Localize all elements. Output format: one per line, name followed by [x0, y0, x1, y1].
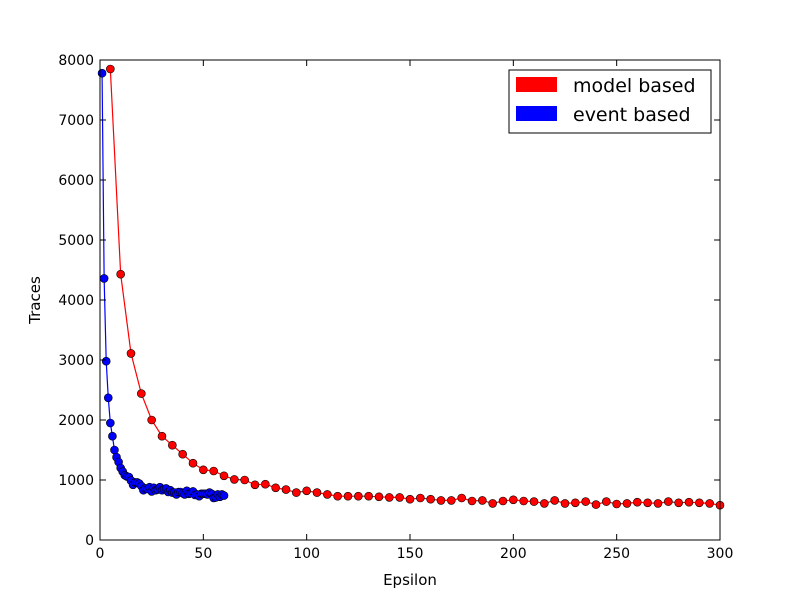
data-point-model-based — [199, 465, 208, 475]
x-tick-label: 50 — [194, 546, 212, 562]
y-tick-label: 4000 — [58, 293, 94, 309]
data-point-event-based — [108, 431, 117, 441]
data-point-model-based — [281, 485, 291, 494]
data-point-model-based — [540, 499, 549, 508]
y-tick-label: 6000 — [58, 173, 94, 189]
data-point-model-based — [137, 389, 146, 398]
y-tick-label: 8000 — [58, 53, 94, 69]
data-point-model-based — [622, 499, 632, 508]
data-point-model-based — [509, 495, 518, 505]
data-point-model-based — [498, 496, 508, 506]
data-point-model-based — [478, 496, 487, 505]
data-point-model-based — [488, 499, 497, 508]
legend-swatch-model-based — [516, 77, 557, 92]
data-point-model-based — [633, 497, 642, 507]
data-point-model-based — [168, 440, 177, 450]
data-point-model-based — [374, 492, 384, 502]
data-point-event-based — [103, 393, 113, 403]
data-point-model-based — [147, 415, 156, 425]
data-point-model-based — [571, 498, 580, 508]
x-tick-label: 150 — [397, 546, 424, 562]
data-point-model-based — [436, 496, 446, 505]
data-point-model-based — [385, 493, 394, 502]
x-tick-label: 100 — [293, 546, 320, 562]
data-point-model-based — [591, 500, 601, 509]
data-point-model-based — [116, 269, 125, 279]
legend-label-event-based: event based — [573, 104, 691, 126]
data-point-model-based — [405, 494, 415, 504]
data-point-model-based — [643, 498, 652, 508]
data-point-model-based — [354, 491, 363, 501]
axis-ticks: 0 50 100 150 200 250 3000100020003000400050006… — [58, 53, 733, 562]
data-point-model-based — [695, 498, 704, 508]
data-point-model-based — [457, 493, 466, 503]
data-point-model-based — [602, 497, 611, 506]
data-point-model-based — [447, 496, 456, 505]
data-point-event-based — [110, 445, 119, 455]
y-tick-label: 0 — [85, 533, 94, 549]
data-point-model-based — [364, 491, 373, 501]
data-point-model-based — [250, 480, 260, 490]
data-point-model-based — [560, 499, 570, 508]
y-axis-label: Traces — [26, 276, 44, 325]
x-tick-label: 200 — [500, 546, 527, 562]
data-point-model-based — [292, 488, 301, 497]
y-tick-label: 7000 — [58, 113, 94, 129]
data-point-model-based — [240, 475, 249, 485]
x-axis-label: Epsilon — [383, 571, 437, 589]
x-tick-label: 300 — [707, 546, 734, 562]
data-point-model-based — [664, 497, 673, 506]
data-point-model-based — [519, 496, 528, 506]
y-tick-label: 3000 — [58, 353, 94, 369]
y-tick-label: 5000 — [58, 233, 94, 249]
data-point-event-based — [101, 356, 111, 366]
legend: model based event based — [508, 69, 712, 134]
axes-frame — [99, 59, 721, 541]
data-point-model-based — [395, 493, 404, 502]
data-point-model-based — [612, 499, 621, 509]
data-point-model-based — [271, 483, 280, 493]
data-point-model-based — [343, 491, 353, 501]
data-point-model-based — [684, 497, 694, 507]
data-point-model-based — [674, 498, 683, 508]
data-point-model-based — [426, 494, 435, 504]
data-point-event-based — [106, 418, 115, 428]
data-point-model-based — [126, 349, 136, 358]
data-point-model-based — [106, 64, 115, 74]
data-point-model-based — [188, 458, 198, 468]
data-point-model-based — [416, 493, 425, 503]
x-tick-label: 250 — [603, 546, 630, 562]
data-point-model-based — [705, 499, 714, 508]
plot-area — [97, 64, 725, 510]
y-tick-label: 1000 — [58, 473, 94, 489]
data-point-model-based — [653, 499, 663, 508]
data-point-event-based — [97, 68, 107, 78]
data-point-event-based — [219, 491, 229, 500]
data-point-model-based — [581, 497, 590, 506]
x-tick-label: 0 — [96, 546, 105, 562]
data-point-event-based — [99, 274, 109, 283]
data-point-model-based — [209, 466, 218, 476]
data-point-model-based — [323, 490, 332, 499]
data-point-model-based — [312, 488, 322, 497]
data-point-model-based — [178, 449, 187, 459]
data-point-model-based — [157, 431, 167, 441]
data-point-model-based — [302, 486, 311, 496]
data-point-model-based — [467, 496, 477, 506]
data-point-model-based — [529, 497, 539, 506]
data-point-model-based — [550, 496, 559, 505]
data-point-model-based — [333, 491, 342, 501]
legend-label-model-based: model based — [573, 75, 696, 97]
legend-swatch-event-based — [516, 106, 557, 121]
data-point-model-based — [219, 471, 229, 481]
y-tick-label: 2000 — [58, 413, 94, 429]
data-point-model-based — [261, 479, 270, 489]
data-point-model-based — [230, 475, 239, 484]
